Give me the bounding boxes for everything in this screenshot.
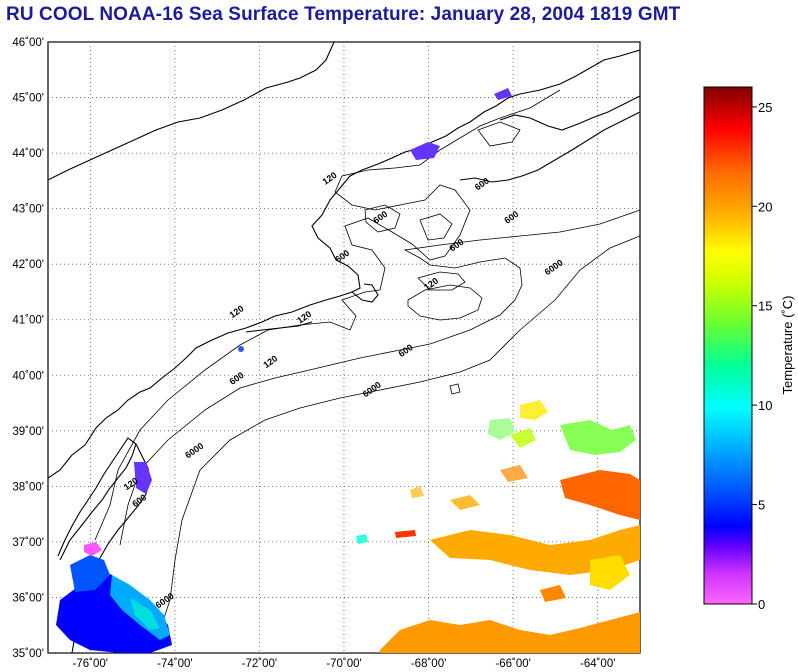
sst-pixel-ny-bight: [238, 346, 244, 352]
sst-patch-scatter-2: [500, 465, 528, 482]
sst-patch-gulf-stream-mid: [430, 525, 640, 575]
contour-6000m: [159, 235, 640, 631]
coastline-new-brunswick: [519, 49, 640, 95]
lat-tick-label: 46˚00': [12, 37, 44, 49]
coastline-nova-scotia: [459, 111, 640, 183]
lat-tick-label: 39˚00': [12, 426, 44, 438]
colorbar-label: Temperature (˚C): [780, 296, 795, 395]
sst-patch-green-slope: [560, 420, 636, 455]
sst-patch-purple-fundy: [494, 88, 512, 100]
sst-patch-gulf-stream-east: [560, 470, 640, 520]
sst-patch-gulf-stream-south: [380, 612, 640, 653]
colorbar-tick-label: 0: [758, 597, 765, 612]
sst-patch-yellow: [590, 555, 630, 590]
contour-georges-bank: [407, 284, 483, 321]
map-title: RU COOL NOAA-16 Sea Surface Temperature:…: [6, 4, 681, 25]
lat-tick-label: 43˚00': [12, 204, 44, 216]
colorbar-ticks: 0 5 10 15 20 25: [752, 100, 772, 612]
coastline-chesapeake: [57, 437, 137, 561]
lon-tick-label: -70˚00': [326, 658, 361, 670]
colorbar: 0 5 10 15 20 25 Temperature (˚C): [703, 86, 795, 612]
sst-patch-purple-delmarva: [134, 462, 152, 494]
sst-patch-scatter-4: [540, 585, 566, 602]
lat-tick-label: 42˚00': [12, 259, 44, 271]
contour-600m: [119, 209, 640, 546]
lon-tick-label: -64˚00': [580, 658, 615, 670]
sst-patch-scatter-1: [450, 495, 480, 510]
lon-tick-label: -72˚00': [242, 658, 277, 670]
latitude-axis-labels: 46˚00' 45˚00' 44˚00' 43˚00' 42˚00' 41˚00' 40˚0…: [12, 37, 44, 660]
contour-gulf-loop-2: [419, 213, 453, 241]
lat-tick-label: 41˚00': [12, 315, 44, 327]
lat-tick-label: 36˚00': [12, 592, 44, 604]
coastline-inland-north: [48, 42, 335, 181]
bathymetry-contours: [94, 89, 640, 631]
sst-patch-inshore-cold-2: [70, 555, 110, 592]
sst-patch-green-slope-2: [488, 418, 515, 440]
contour-bay-fundy: [477, 121, 521, 147]
lat-tick-label: 45˚00': [12, 93, 44, 105]
sst-patch-cyan-offshore: [356, 534, 368, 544]
sst-patch-magenta-coast: [84, 542, 102, 556]
colorbar-tick-label: 10: [758, 398, 772, 413]
sst-patch-inshore-cyan: [130, 598, 160, 630]
coastline-long-island: [245, 321, 313, 333]
sst-data-pixels: [56, 88, 640, 653]
sst-patch-scatter-3: [410, 486, 424, 498]
lat-tick-label: 35˚00': [12, 648, 44, 660]
lon-tick-label: -76˚00': [73, 658, 108, 670]
lat-tick-label: 37˚00': [12, 537, 44, 549]
contour-small-1: [449, 383, 461, 395]
sst-patch-green-yellow: [510, 428, 536, 448]
longitude-axis-labels: -76˚00' -74˚00' -72˚00' -70˚00' -68˚00' -66˚0…: [73, 658, 616, 670]
colorbar-tick-label: 20: [758, 199, 772, 214]
colorbar-gradient: [703, 86, 753, 605]
colorbar-tick-label: 25: [758, 100, 772, 115]
contour-bank-2: [417, 271, 466, 291]
colorbar-tick-label: 15: [758, 299, 772, 314]
lat-tick-label: 44˚00': [12, 148, 44, 160]
coastline-nova-scotia-north: [499, 95, 640, 131]
lon-tick-label: -66˚00': [495, 658, 530, 670]
lon-tick-label: -74˚00': [157, 658, 192, 670]
contour-gulf-loop: [364, 204, 401, 233]
sst-patch-purple-maine: [410, 142, 440, 160]
sst-patch-yellow-north: [520, 400, 548, 420]
lat-tick-label: 38˚00': [12, 481, 44, 493]
lat-tick-label: 40˚00': [12, 370, 44, 382]
sst-patch-red-offshore: [395, 530, 416, 538]
colorbar-tick-label: 5: [758, 498, 765, 513]
coastline-cape-cod: [351, 283, 379, 303]
lon-tick-label: -68˚00': [411, 658, 446, 670]
contour-120m: [94, 89, 561, 541]
